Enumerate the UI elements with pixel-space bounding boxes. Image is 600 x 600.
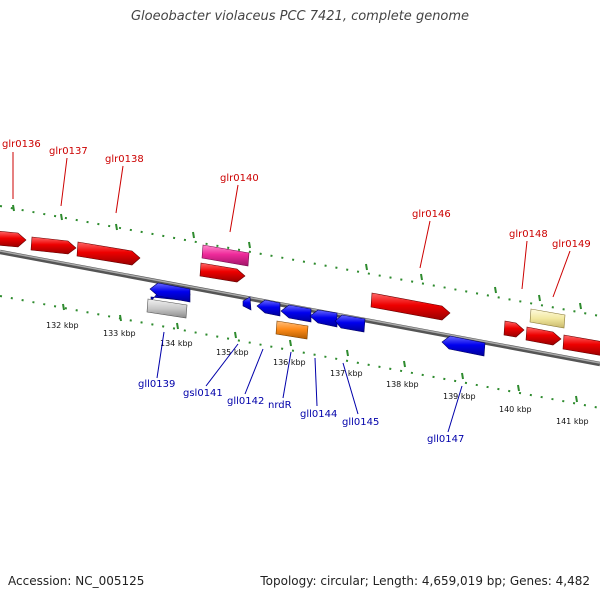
major-tick <box>115 223 118 231</box>
gene-label-gll0142[interactable]: gll0142 <box>227 396 264 407</box>
callout-line-gll0139 <box>156 331 165 379</box>
forward-gene-arrows <box>0 231 600 356</box>
tick-track-forward <box>0 205 600 317</box>
major-tick <box>365 263 368 271</box>
major-tick <box>192 231 195 239</box>
major-tick <box>234 331 237 339</box>
map-title: Gloeobacter violaceus PCC 7421, complete… <box>130 9 470 24</box>
gene-arrow-glr0140[interactable] <box>199 262 246 283</box>
major-tick <box>60 213 63 221</box>
callout-line-glr0146 <box>419 220 431 269</box>
reverse-gene-callouts <box>156 331 463 433</box>
forward-gene-labels: glr0136 glr0137 glr0138 glr0140 glr0146 … <box>2 139 591 250</box>
major-tick <box>538 294 541 302</box>
tick-label: 135 kbp <box>216 348 249 357</box>
reverse-gene-labels: gll0139 gsl0141 gll0142 nrdR gll0144 gll… <box>138 379 464 445</box>
major-tick <box>12 204 15 212</box>
major-tick <box>289 339 292 347</box>
major-tick <box>575 395 578 403</box>
gene-arrow-glr0148[interactable] <box>503 320 525 338</box>
gene-arrow-glr0136[interactable] <box>0 231 27 248</box>
callout-line-glr0149 <box>552 250 571 298</box>
reverse-gene-arrows <box>146 282 486 357</box>
major-tick <box>579 302 582 310</box>
callout-line-glr0138 <box>115 165 124 214</box>
major-tick <box>494 286 497 294</box>
major-tick <box>517 384 520 392</box>
major-tick <box>461 372 464 380</box>
major-tick <box>119 314 122 322</box>
tick-label: 140 kbp <box>499 405 532 414</box>
gene-arrow-gll0147[interactable] <box>441 335 486 357</box>
major-tick <box>403 360 406 368</box>
gene-arrow-gray[interactable] <box>146 298 188 319</box>
tick-row-forward <box>0 205 600 317</box>
gene-arrow-glr0137[interactable] <box>30 236 77 255</box>
gene-label-gll0139[interactable]: gll0139 <box>138 379 175 390</box>
gene-arrow-glr0146[interactable] <box>370 292 451 321</box>
forward-gene-callouts <box>12 152 571 298</box>
gene-arrow-gll0142[interactable] <box>256 299 281 317</box>
tick-label: 133 kbp <box>103 329 136 338</box>
tick-label: 141 kbp <box>556 417 589 426</box>
gene-label-glr0138[interactable]: glr0138 <box>105 154 144 165</box>
tick-label: 138 kbp <box>386 380 419 389</box>
major-tick <box>420 273 423 281</box>
callout-line-nrdR <box>282 351 292 399</box>
callout-line-glr0148 <box>521 240 528 290</box>
gene-arrow-glr0149[interactable] <box>525 326 562 346</box>
gene-arrow-edge[interactable] <box>562 334 600 356</box>
gene-arrow-pink[interactable] <box>201 244 250 267</box>
major-tick <box>248 241 251 249</box>
gene-label-gll0145[interactable]: gll0145 <box>342 417 379 428</box>
tick-label: 134 kbp <box>160 339 193 348</box>
tick-label: 132 kbp <box>46 321 79 330</box>
accession-label: Accession: NC_005125 <box>8 574 145 588</box>
gene-arrow-pale-yellow[interactable] <box>529 308 566 329</box>
gene-label-gll0144[interactable]: gll0144 <box>300 409 337 420</box>
major-tick <box>176 322 179 330</box>
gene-label-nrdR[interactable]: nrdR <box>268 400 292 411</box>
gene-label-gll0147[interactable]: gll0147 <box>427 434 464 445</box>
gene-label-glr0136[interactable]: glr0136 <box>2 139 41 150</box>
gene-arrow-orange[interactable] <box>275 320 309 340</box>
gene-label-glr0149[interactable]: glr0149 <box>552 239 591 250</box>
callout-line-gll0144 <box>314 357 318 407</box>
gene-label-glr0140[interactable]: glr0140 <box>220 173 259 184</box>
gene-arrow-glr0138[interactable] <box>76 241 141 266</box>
gene-label-glr0137[interactable]: glr0137 <box>49 146 88 157</box>
gene-arrow-gsl0141[interactable] <box>242 296 252 311</box>
callout-line-gll0142 <box>244 348 264 395</box>
callout-line-glr0140 <box>229 184 239 233</box>
callout-line-glr0137 <box>60 157 68 207</box>
callout-line-gll0147 <box>447 385 463 433</box>
gene-arrow-gll0144[interactable] <box>309 309 338 328</box>
gene-label-gsl0141[interactable]: gsl0141 <box>183 388 223 399</box>
major-tick <box>62 303 65 311</box>
gene-label-glr0146[interactable]: glr0146 <box>412 209 451 220</box>
gene-arrow-gll0139-top[interactable] <box>149 282 191 303</box>
gene-arrow-nrdR-blue[interactable] <box>280 304 312 323</box>
callout-line-gll0145 <box>342 362 359 415</box>
genome-summary: Topology: circular; Length: 4,659,019 bp… <box>260 574 590 588</box>
major-tick <box>346 349 349 357</box>
gene-label-glr0148[interactable]: glr0148 <box>509 229 548 240</box>
major-ticks <box>12 204 582 403</box>
callout-line-gsl0141 <box>205 343 239 387</box>
gene-arrow-gll0145[interactable] <box>334 314 366 333</box>
